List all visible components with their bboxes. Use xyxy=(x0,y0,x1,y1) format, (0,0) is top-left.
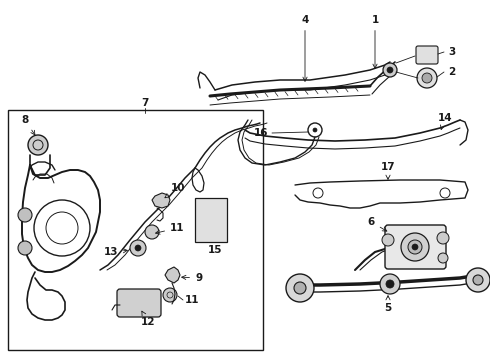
Circle shape xyxy=(313,128,317,132)
Text: 7: 7 xyxy=(141,98,148,108)
Circle shape xyxy=(383,63,397,77)
Text: 11: 11 xyxy=(156,223,185,234)
Text: 16: 16 xyxy=(253,128,268,138)
Text: 10: 10 xyxy=(165,183,185,198)
Circle shape xyxy=(18,241,32,255)
Text: 14: 14 xyxy=(438,113,452,130)
Circle shape xyxy=(466,268,490,292)
Text: 1: 1 xyxy=(371,15,379,68)
Circle shape xyxy=(380,274,400,294)
Circle shape xyxy=(401,233,429,261)
Text: 15: 15 xyxy=(208,245,222,255)
Circle shape xyxy=(387,67,393,73)
Circle shape xyxy=(408,240,422,254)
Circle shape xyxy=(286,274,314,302)
Text: 12: 12 xyxy=(141,311,155,327)
Bar xyxy=(195,198,227,242)
Circle shape xyxy=(438,253,448,263)
Circle shape xyxy=(386,280,394,288)
Bar xyxy=(8,110,263,350)
FancyBboxPatch shape xyxy=(117,289,161,317)
Text: 5: 5 xyxy=(384,296,392,313)
Circle shape xyxy=(422,73,432,83)
Circle shape xyxy=(163,288,177,302)
Circle shape xyxy=(473,275,483,285)
Circle shape xyxy=(145,225,159,239)
Circle shape xyxy=(130,240,146,256)
Text: 4: 4 xyxy=(301,15,309,81)
Circle shape xyxy=(437,232,449,244)
Text: 3: 3 xyxy=(448,47,455,57)
Text: 11: 11 xyxy=(185,295,199,305)
Polygon shape xyxy=(165,267,180,283)
Circle shape xyxy=(412,244,418,250)
Circle shape xyxy=(417,68,437,88)
FancyBboxPatch shape xyxy=(385,225,446,269)
FancyBboxPatch shape xyxy=(416,46,438,64)
Text: 8: 8 xyxy=(22,115,35,135)
Circle shape xyxy=(382,234,394,246)
Polygon shape xyxy=(152,193,170,208)
Circle shape xyxy=(135,245,141,251)
Text: 13: 13 xyxy=(103,247,127,257)
Text: 6: 6 xyxy=(368,217,387,231)
Text: 17: 17 xyxy=(381,162,395,179)
Text: 9: 9 xyxy=(182,273,202,283)
Circle shape xyxy=(18,208,32,222)
Circle shape xyxy=(28,135,48,155)
Circle shape xyxy=(294,282,306,294)
Text: 2: 2 xyxy=(448,67,455,77)
